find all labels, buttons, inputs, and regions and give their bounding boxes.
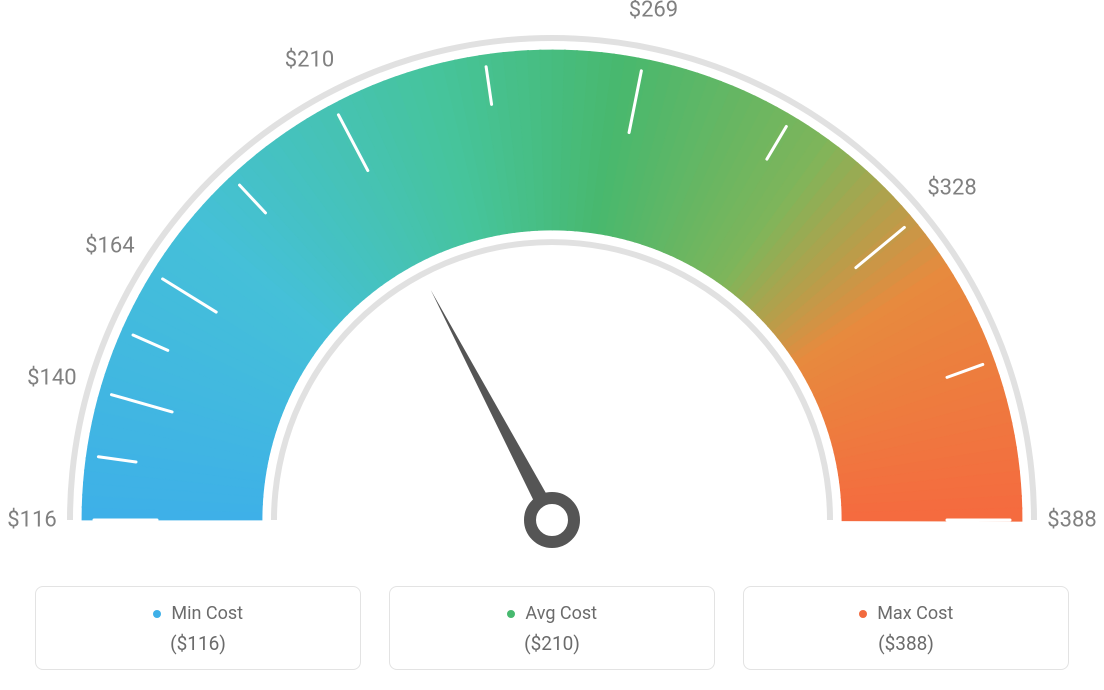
dot-min-icon <box>153 610 161 618</box>
gauge-tick-label: $328 <box>927 175 976 200</box>
gauge-tick-label: $269 <box>629 0 678 22</box>
legend-row: Min Cost ($116) Avg Cost ($210) Max Cost… <box>0 586 1104 670</box>
legend-value-avg: ($210) <box>402 632 702 655</box>
legend-title-avg-text: Avg Cost <box>525 603 597 624</box>
legend-value-min: ($116) <box>48 632 348 655</box>
dot-max-icon <box>859 610 867 618</box>
gauge-tick-label: $210 <box>285 47 334 72</box>
gauge-tick-label: $116 <box>7 508 56 533</box>
legend-value-max: ($388) <box>756 632 1056 655</box>
legend-title-min-text: Min Cost <box>171 603 243 624</box>
gauge-tick-label: $140 <box>27 365 76 390</box>
legend-card-max: Max Cost ($388) <box>743 586 1069 670</box>
gauge-tick-label: $164 <box>85 234 134 259</box>
legend-title-avg: Avg Cost <box>402 603 702 624</box>
gauge-svg <box>0 0 1104 560</box>
dot-avg-icon <box>507 610 515 618</box>
legend-card-min: Min Cost ($116) <box>35 586 361 670</box>
cost-gauge-chart: $116 $140 $164 $210 $269 $328 $388 Min Cost ($… <box>0 0 1104 690</box>
legend-card-avg: Avg Cost ($210) <box>389 586 715 670</box>
gauge-tick-label: $388 <box>1047 508 1096 533</box>
legend-title-max: Max Cost <box>756 603 1056 624</box>
gauge-area: $116 $140 $164 $210 $269 $328 $388 <box>0 0 1104 560</box>
legend-title-max-text: Max Cost <box>877 603 953 624</box>
legend-title-min: Min Cost <box>48 603 348 624</box>
